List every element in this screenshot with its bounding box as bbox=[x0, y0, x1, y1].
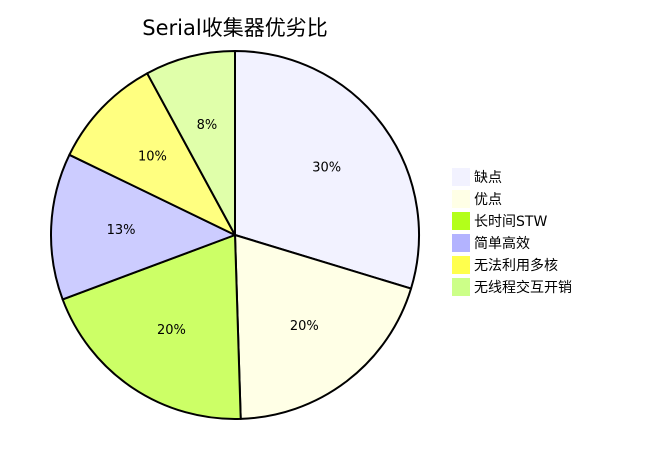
pie-slice-5 bbox=[146, 50, 236, 236]
legend-swatch bbox=[452, 278, 470, 296]
legend-label: 简单高效 bbox=[474, 235, 530, 252]
slice-value-label: 30% bbox=[312, 161, 341, 176]
slice-value-label: 20% bbox=[157, 323, 186, 338]
slice-value-label: 10% bbox=[138, 150, 167, 165]
legend-label: 缺点 bbox=[474, 170, 502, 186]
slice-value-label: 8% bbox=[197, 118, 218, 133]
slice-value-label: 20% bbox=[290, 319, 319, 334]
legend-swatch bbox=[452, 234, 470, 252]
legend-label: 无法利用多核 bbox=[474, 257, 558, 274]
pie-slice-0 bbox=[234, 50, 421, 290]
pie-slice-1 bbox=[234, 234, 413, 420]
legend-item: 无法利用多核 bbox=[452, 256, 558, 274]
legend-label: 优点 bbox=[474, 192, 502, 208]
legend-item: 缺点 bbox=[452, 168, 502, 186]
legend-item: 优点 bbox=[452, 190, 502, 208]
legend-item: 无线程交互开销 bbox=[452, 278, 572, 296]
pie-labels: 30% 20% 20% 13% 10% 8% bbox=[107, 118, 342, 338]
chart-title: Serial收集器优劣比 bbox=[142, 16, 327, 40]
legend-item: 简单高效 bbox=[452, 234, 530, 252]
pie-slice-4 bbox=[68, 72, 236, 236]
legend-label: 无线程交互开销 bbox=[474, 279, 572, 296]
pie-slice-2 bbox=[61, 234, 242, 420]
legend-label: 长时间STW bbox=[474, 214, 547, 230]
legend-item: 长时间STW bbox=[452, 212, 547, 230]
legend-swatch bbox=[452, 190, 470, 208]
slice-value-label: 13% bbox=[107, 223, 136, 238]
pie-slice-3 bbox=[50, 153, 236, 301]
legend-swatch bbox=[452, 212, 470, 230]
legend-swatch bbox=[452, 256, 470, 274]
legend-swatch bbox=[452, 168, 470, 186]
pie-slices bbox=[50, 50, 421, 420]
